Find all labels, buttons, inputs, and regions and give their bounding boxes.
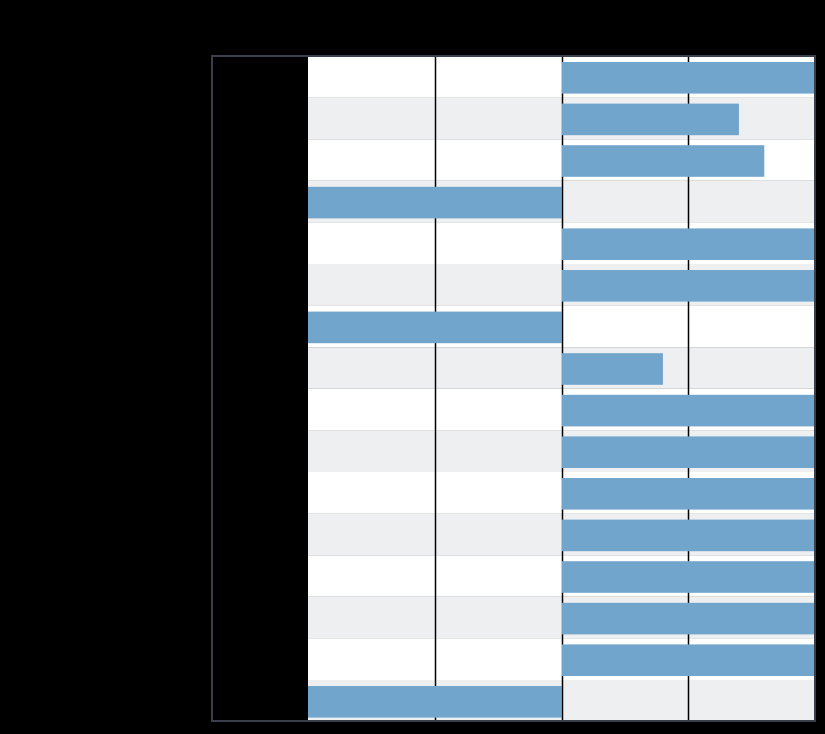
category-label-column (212, 56, 308, 721)
bar (561, 602, 815, 635)
bar (561, 644, 815, 676)
bar (561, 394, 815, 427)
bar (308, 186, 562, 219)
bar (561, 353, 663, 385)
bar (561, 478, 815, 510)
bar (308, 686, 562, 718)
bar (561, 519, 815, 552)
bar (561, 103, 739, 136)
bar-series (308, 62, 815, 718)
bar (561, 270, 815, 302)
plot-frame (211, 55, 816, 722)
bar (561, 228, 815, 260)
bar (561, 436, 815, 468)
bar (561, 561, 815, 593)
bar (561, 62, 815, 94)
bar (561, 145, 765, 177)
bar (308, 311, 562, 344)
